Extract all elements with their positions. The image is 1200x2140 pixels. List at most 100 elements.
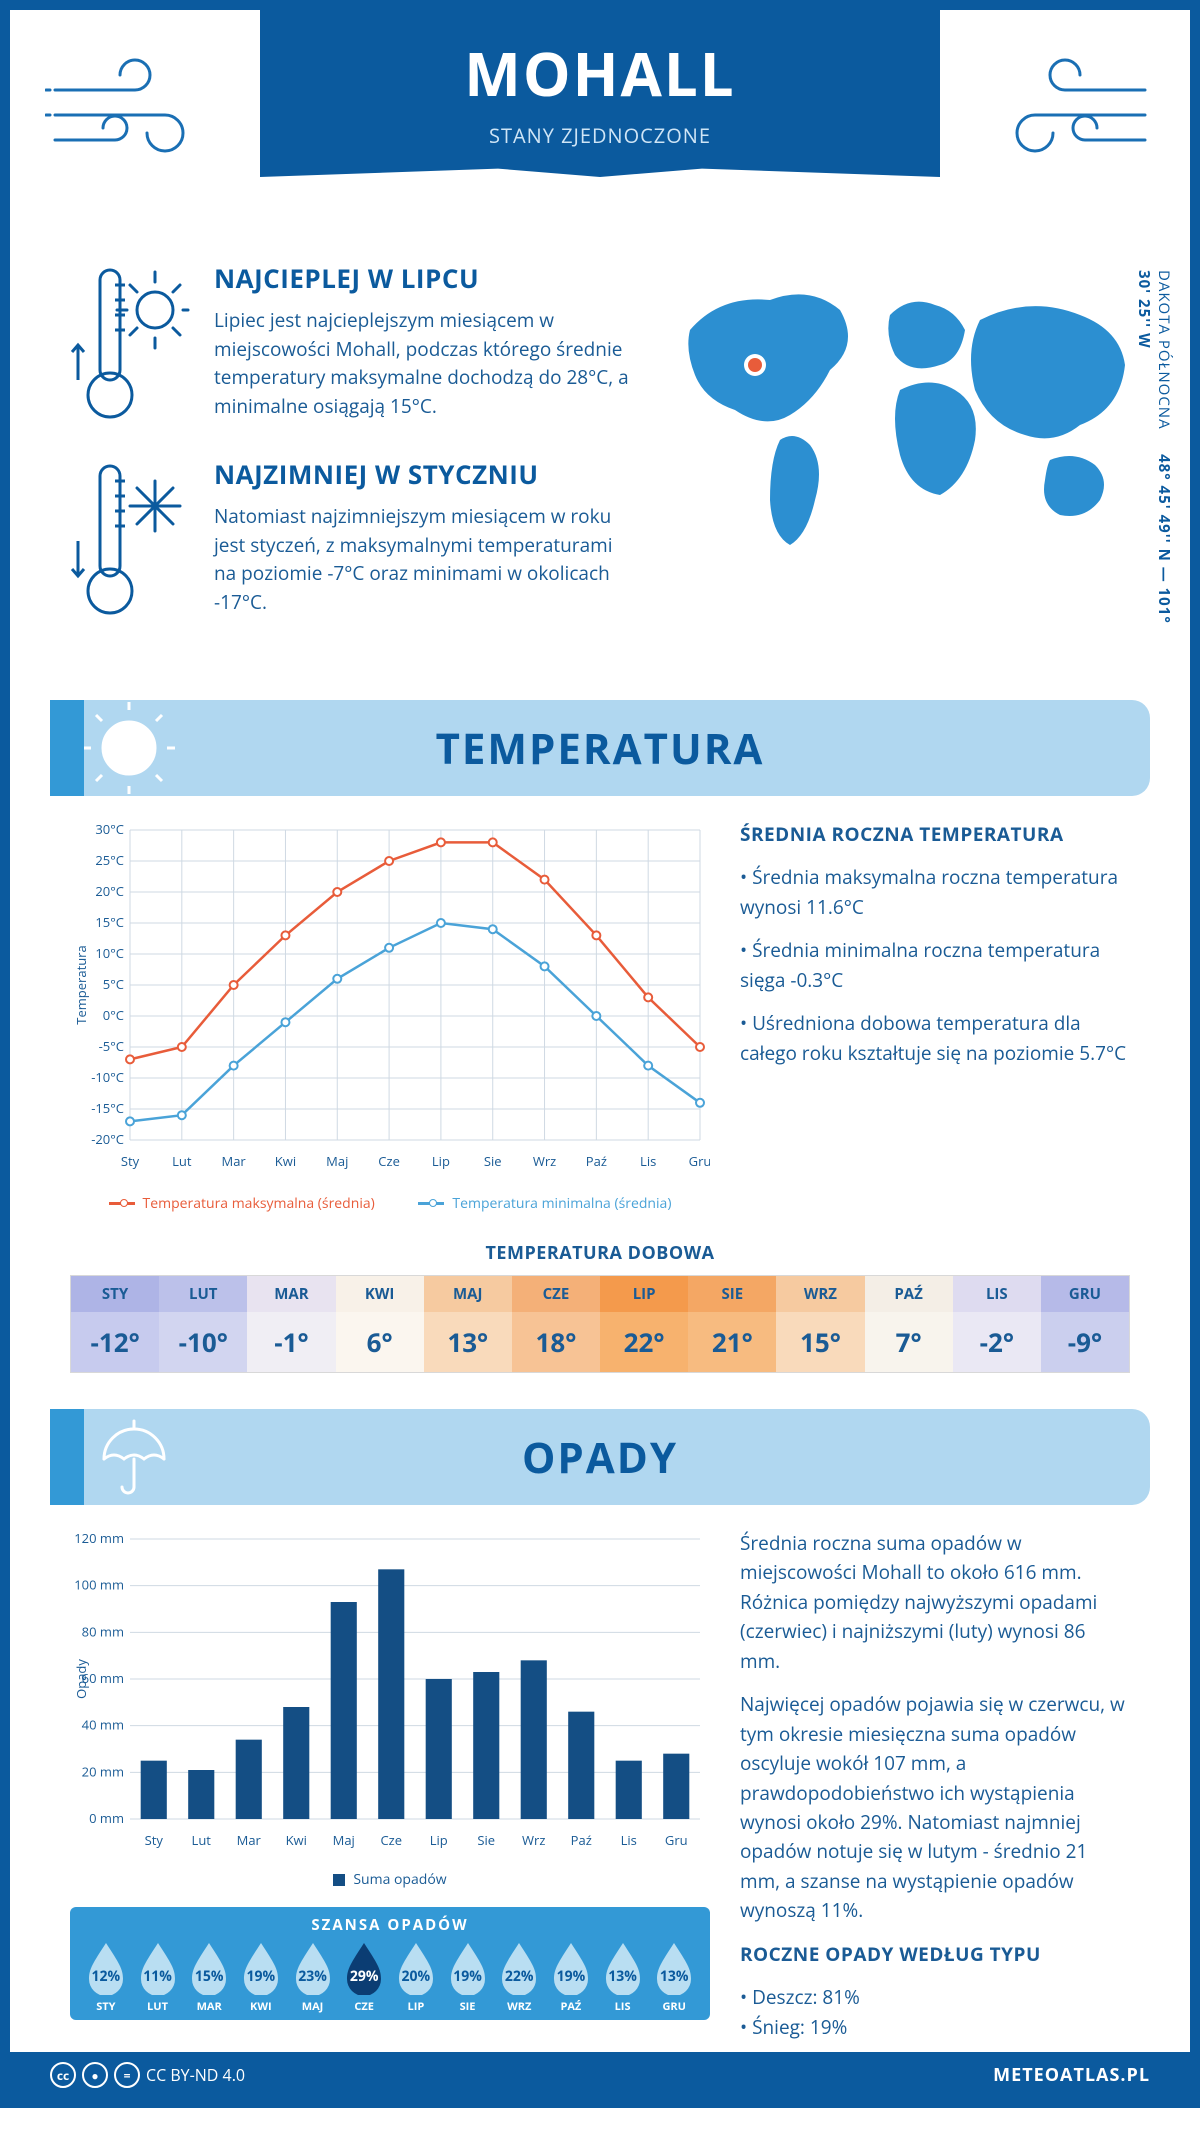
rain-chance-box: SZANSA OPADÓW 12% STY 11% LUT 15% MAR 19… bbox=[70, 1907, 710, 2020]
temp-cell: MAR -1° bbox=[247, 1276, 335, 1372]
temp-cell: LUT -10° bbox=[159, 1276, 247, 1372]
svg-text:Lip: Lip bbox=[432, 1152, 450, 1170]
temp-cell: KWI 6° bbox=[336, 1276, 424, 1372]
svg-text:25°C: 25°C bbox=[95, 851, 124, 869]
map-column: DAKOTA PÓŁNOCNA 48° 45' 49'' N — 101° 30… bbox=[660, 260, 1140, 652]
precip-para-2: Najwięcej opadów pojawia się w czerwcu, … bbox=[740, 1690, 1130, 1926]
site-label: METEOATLAS.PL bbox=[993, 2063, 1150, 2087]
svg-text:Sie: Sie bbox=[477, 1831, 495, 1849]
drop-col: 13% LIS bbox=[597, 1939, 649, 2014]
city-title: MOHALL bbox=[260, 32, 940, 114]
temp-bullet-2: • Średnia minimalna roczna temperatura s… bbox=[740, 936, 1130, 995]
raindrop-icon: 22% bbox=[496, 1939, 542, 1995]
svg-text:Kwi: Kwi bbox=[286, 1831, 307, 1849]
footer: cc ● = CC BY-ND 4.0 METEOATLAS.PL bbox=[10, 2052, 1190, 2098]
precip-bar-chart-svg: 0 mm20 mm40 mm60 mm80 mm100 mm120 mmStyL… bbox=[70, 1529, 710, 1859]
svg-text:Sie: Sie bbox=[484, 1152, 502, 1170]
world-map bbox=[660, 260, 1140, 560]
precip-legend-label: Suma opadów bbox=[353, 1870, 446, 1889]
raindrop-icon: 13% bbox=[600, 1939, 646, 1995]
temp-summary-title: ŚREDNIA ROCZNA TEMPERATURA bbox=[740, 820, 1130, 849]
svg-text:Lis: Lis bbox=[621, 1831, 637, 1849]
svg-text:-20°C: -20°C bbox=[91, 1130, 124, 1148]
raindrop-icon: 19% bbox=[238, 1939, 284, 1995]
drop-col: 19% SIE bbox=[442, 1939, 494, 2014]
temp-cell: WRZ 15° bbox=[776, 1276, 864, 1372]
svg-text:Lis: Lis bbox=[640, 1152, 656, 1170]
svg-text:Sty: Sty bbox=[145, 1831, 164, 1849]
temp-cell: LIP 22° bbox=[600, 1276, 688, 1372]
svg-text:5°C: 5°C bbox=[103, 975, 124, 993]
svg-text:Wrz: Wrz bbox=[522, 1831, 545, 1849]
daily-temp-table: STY -12° LUT -10° MAR -1° KWI 6° MAJ 13°… bbox=[70, 1275, 1130, 1373]
svg-text:Mar: Mar bbox=[237, 1831, 262, 1849]
svg-text:Cze: Cze bbox=[380, 1831, 402, 1849]
svg-text:30°C: 30°C bbox=[95, 820, 124, 838]
temperature-section-header: TEMPERATURA bbox=[50, 700, 1150, 796]
raindrop-icon: 29% bbox=[341, 1939, 387, 1995]
drop-col: 22% WRZ bbox=[493, 1939, 545, 2014]
svg-text:Paź: Paź bbox=[586, 1152, 607, 1170]
raindrop-icon: 19% bbox=[445, 1939, 491, 1995]
temp-bullet-3: • Uśredniona dobowa temperatura dla całe… bbox=[740, 1009, 1130, 1068]
svg-text:0 mm: 0 mm bbox=[89, 1809, 124, 1827]
raindrop-icon: 12% bbox=[83, 1939, 129, 1995]
hot-fact-title: NAJCIEPLEJ W LIPCU bbox=[214, 260, 630, 296]
svg-text:Lut: Lut bbox=[192, 1831, 212, 1849]
precip-summary: Średnia roczna suma opadów w miejscowośc… bbox=[740, 1529, 1130, 2042]
rain-chance-title: SZANSA OPADÓW bbox=[80, 1915, 700, 1935]
header: MOHALL STANY ZJEDNOCZONE bbox=[10, 10, 1190, 240]
temp-cell: PAŹ 7° bbox=[865, 1276, 953, 1372]
svg-text:Temperatura: Temperatura bbox=[72, 945, 90, 1024]
svg-text:20°C: 20°C bbox=[95, 882, 124, 900]
svg-text:Lip: Lip bbox=[430, 1831, 448, 1849]
title-band: MOHALL STANY ZJEDNOCZONE bbox=[260, 10, 940, 177]
wind-icon-left bbox=[45, 55, 215, 175]
drop-col: 12% STY bbox=[80, 1939, 132, 2014]
svg-text:100 mm: 100 mm bbox=[74, 1576, 124, 1594]
svg-text:120 mm: 120 mm bbox=[74, 1529, 124, 1547]
hot-fact-text: NAJCIEPLEJ W LIPCU Lipiec jest najcieple… bbox=[214, 260, 630, 430]
precip-chart-row: 0 mm20 mm40 mm60 mm80 mm100 mm120 mmStyL… bbox=[10, 1505, 1190, 2052]
hot-fact: NAJCIEPLEJ W LIPCU Lipiec jest najcieple… bbox=[70, 260, 630, 430]
raindrop-icon: 20% bbox=[393, 1939, 439, 1995]
drop-col: 20% LIP bbox=[390, 1939, 442, 2014]
svg-text:0°C: 0°C bbox=[103, 1006, 124, 1024]
temp-cell: STY -12° bbox=[71, 1276, 159, 1372]
daily-temp-title: TEMPERATURA DOBOWA bbox=[10, 1241, 1190, 1265]
precip-section-header: OPADY bbox=[50, 1409, 1150, 1505]
intro-row: NAJCIEPLEJ W LIPCU Lipiec jest najcieple… bbox=[10, 240, 1190, 682]
drop-col: 19% KWI bbox=[235, 1939, 287, 2014]
cold-fact-title: NAJZIMNIEJ W STYCZNIU bbox=[214, 456, 630, 492]
precip-rain-pct: • Deszcz: 81% bbox=[740, 1983, 1130, 2012]
precip-legend: Suma opadów bbox=[70, 1870, 710, 1891]
drop-col: 23% MAJ bbox=[287, 1939, 339, 2014]
svg-text:40 mm: 40 mm bbox=[82, 1716, 124, 1734]
legend-min: Temperatura minimalna (średnia) bbox=[452, 1194, 671, 1213]
svg-text:Paź: Paź bbox=[571, 1831, 592, 1849]
cold-fact: NAJZIMNIEJ W STYCZNIU Natomiast najzimni… bbox=[70, 456, 630, 626]
raindrop-icon: 19% bbox=[548, 1939, 594, 1995]
svg-text:80 mm: 80 mm bbox=[82, 1622, 124, 1640]
thermometer-cold-icon bbox=[70, 456, 190, 626]
svg-text:10°C: 10°C bbox=[95, 944, 124, 962]
lat-label: 48° 45' 49'' N bbox=[1154, 454, 1174, 562]
svg-text:-15°C: -15°C bbox=[91, 1099, 124, 1117]
drop-col: 11% LUT bbox=[132, 1939, 184, 2014]
temp-cell: GRU -9° bbox=[1041, 1276, 1129, 1372]
temp-cell: SIE 21° bbox=[688, 1276, 776, 1372]
drop-col: 15% MAR bbox=[183, 1939, 235, 2014]
precip-para-1: Średnia roczna suma opadów w miejscowośc… bbox=[740, 1529, 1130, 1676]
cold-fact-text: NAJZIMNIEJ W STYCZNIU Natomiast najzimni… bbox=[214, 456, 630, 626]
temperature-chart-row: -20°C-15°C-10°C-5°C0°C5°C10°C15°C20°C25°… bbox=[10, 796, 1190, 1223]
drop-col: 13% GRU bbox=[648, 1939, 700, 2014]
precip-heading: OPADY bbox=[522, 1429, 678, 1486]
drop-col: 29% CZE bbox=[338, 1939, 390, 2014]
by-icon: ● bbox=[82, 2062, 108, 2088]
temp-cell: LIS -2° bbox=[953, 1276, 1041, 1372]
nd-icon: = bbox=[114, 2062, 140, 2088]
license-label: CC BY-ND 4.0 bbox=[146, 2064, 245, 2086]
precip-type-title: ROCZNE OPADY WEDŁUG TYPU bbox=[740, 1940, 1130, 1969]
svg-text:Gru: Gru bbox=[665, 1831, 688, 1849]
thermometer-hot-icon bbox=[70, 260, 190, 430]
